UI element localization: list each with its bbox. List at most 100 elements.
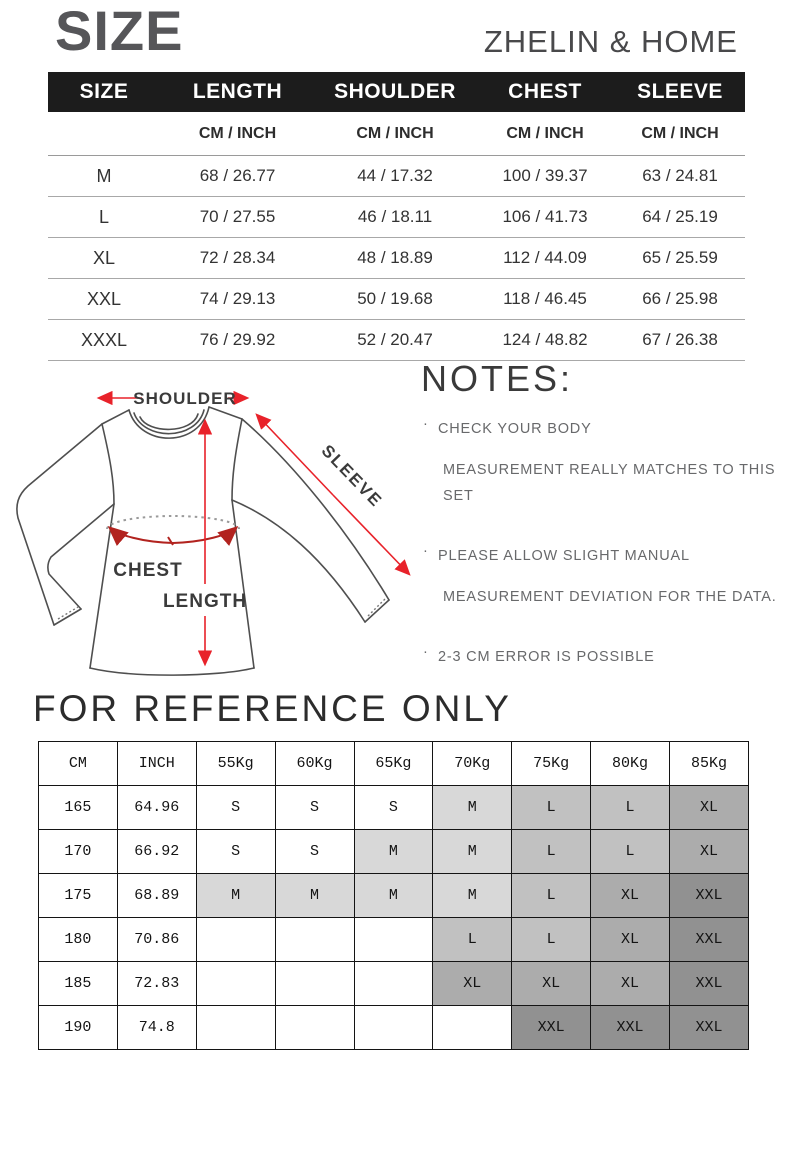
recommended-size-cell xyxy=(353,1005,434,1050)
page-title: SIZE xyxy=(55,0,184,62)
recommended-size-cell xyxy=(274,1005,355,1050)
size-table-row: M 68 / 26.77 44 / 17.32 100 / 39.37 63 / 24.… xyxy=(48,156,745,197)
recommended-size-cell xyxy=(195,1005,276,1050)
column-header-length: LENGTH xyxy=(192,80,283,103)
size-row-label: M xyxy=(96,165,112,186)
note-item: · PLEASE ALLOW SLIGHT MANUAL MEASUREMENT D… xyxy=(421,543,789,610)
measurement-value: 52 / 20.47 xyxy=(357,330,433,349)
recommended-size-cell: M xyxy=(432,873,513,918)
recommended-size-cell xyxy=(353,961,434,1006)
recommended-size-cell: XXL xyxy=(669,1005,749,1050)
measurement-value: 65 / 25.59 xyxy=(642,248,718,267)
reference-title: FOR REFERENCE ONLY xyxy=(33,688,512,729)
size-table-row: XXL 74 / 29.13 50 / 19.68 118 / 46.45 66 / 2… xyxy=(48,279,745,320)
size-table-row: XL 72 / 28.34 48 / 18.89 112 / 44.09 65 / 25… xyxy=(48,238,745,279)
measurement-value: 48 / 18.89 xyxy=(357,248,433,267)
measurement-value: 46 / 18.11 xyxy=(357,207,433,226)
height-cm-cell: 165 xyxy=(38,785,118,830)
measurement-value: 50 / 19.68 xyxy=(357,289,433,308)
measurement-value: 124 / 48.82 xyxy=(502,330,588,349)
height-cm-cell: 170 xyxy=(38,829,118,874)
size-row-label: XXL xyxy=(86,288,122,309)
column-header-shoulder: SHOULDER xyxy=(334,80,456,103)
measurement-value: 76 / 29.92 xyxy=(199,330,276,349)
note-line: PLEASE ALLOW SLIGHT MANUAL xyxy=(438,548,690,564)
recommended-size-cell: M xyxy=(353,829,434,874)
reference-row: 165 64.96 S S S M L L XL xyxy=(38,785,749,830)
measurement-value: 72 / 28.34 xyxy=(199,248,276,267)
column-header-chest: CHEST xyxy=(508,80,582,103)
size-table-header: SIZE LENGTH SHOULDER CHEST SLEEVE xyxy=(48,72,745,112)
recommended-size-cell: L xyxy=(590,829,670,874)
size-table-row: XXXL 76 / 29.92 52 / 20.47 124 / 48.82 67 / … xyxy=(48,320,745,361)
chest-arrow xyxy=(106,515,240,546)
height-inch-cell: 70.86 xyxy=(116,917,197,962)
note-line: MEASUREMENT REALLY MATCHES TO THIS SET xyxy=(443,462,776,504)
recommended-size-cell: L xyxy=(511,873,592,918)
measurement-value: 74 / 29.13 xyxy=(199,289,276,308)
height-cm-cell: 190 xyxy=(38,1005,118,1050)
recommended-size-cell: S xyxy=(195,785,276,830)
notes-title: NOTES: xyxy=(421,358,574,399)
recommended-size-cell: XL xyxy=(669,829,749,874)
size-row-label: L xyxy=(98,206,109,227)
note-line: CHECK YOUR BODY xyxy=(438,421,592,437)
note-item: · CHECK YOUR BODY MEASUREMENT REALLY MATCH… xyxy=(421,416,789,509)
length-label: LENGTH xyxy=(163,591,247,612)
recommended-size-cell: L xyxy=(511,829,592,874)
recommended-size-cell: L xyxy=(511,917,592,962)
measurement-value: 112 / 44.09 xyxy=(503,248,587,267)
height-inch-cell: 64.96 xyxy=(116,785,197,830)
unit-label: CM / INCH xyxy=(641,124,719,142)
reference-column-header: INCH xyxy=(116,741,197,786)
recommended-size-cell: XXL xyxy=(511,1005,592,1050)
note-line: 2-3 CM ERROR IS POSSIBLE xyxy=(438,649,655,665)
recommended-size-cell xyxy=(274,961,355,1006)
bullet-icon: · xyxy=(423,644,429,660)
recommended-size-cell: XL xyxy=(590,873,670,918)
notes-section: NOTES: · CHECK YOUR BODY MEASUREMENT REALL… xyxy=(421,358,789,704)
reference-row: 170 66.92 S S M M L L XL xyxy=(38,829,749,874)
recommended-size-cell: M xyxy=(432,829,513,874)
recommended-size-cell: M xyxy=(353,873,434,918)
size-table-body: M 68 / 26.77 44 / 17.32 100 / 39.37 63 / 24.… xyxy=(48,156,745,361)
reference-column-header: 55Kg xyxy=(195,741,276,786)
note-item: · 2-3 CM ERROR IS POSSIBLE xyxy=(421,644,789,670)
measurement-value: 64 / 25.19 xyxy=(642,207,718,226)
recommended-size-cell: XL xyxy=(432,961,513,1006)
reference-column-header: 65Kg xyxy=(353,741,434,786)
brand-name: ZHELIN & HOME xyxy=(483,24,738,59)
reference-column-header: 70Kg xyxy=(432,741,513,786)
recommended-size-cell: M xyxy=(432,785,513,830)
shoulder-label: SHOULDER xyxy=(133,389,236,408)
reference-table-body: 165 64.96 S S S M L L XL 170 66.92 S S M M L L XL 175 68.89… xyxy=(38,785,749,1050)
reference-column-header: 80Kg xyxy=(590,741,670,786)
notes-list: · CHECK YOUR BODY MEASUREMENT REALLY MATCH… xyxy=(421,416,789,670)
recommended-size-cell: M xyxy=(195,873,276,918)
note-line: MEASUREMENT DEVIATION FOR THE DATA. xyxy=(443,589,777,605)
height-inch-cell: 74.8 xyxy=(116,1005,197,1050)
recommended-size-cell xyxy=(274,917,355,962)
recommended-size-cell: XXL xyxy=(669,961,749,1006)
recommended-size-cell: M xyxy=(274,873,355,918)
reference-header-row: CM INCH 55Kg 60Kg 65Kg 70Kg 75Kg 80Kg 85Kg xyxy=(38,741,749,786)
tshirt-measurement-diagram: SHOULDER SLEEVE CHEST LENGTH xyxy=(16,389,411,676)
recommended-size-cell: L xyxy=(432,917,513,962)
recommended-size-cell: L xyxy=(590,785,670,830)
size-table-row: L 70 / 27.55 46 / 18.11 106 / 41.73 64 / 25.… xyxy=(48,197,745,238)
bullet-icon: · xyxy=(423,543,429,559)
recommended-size-cell: XL xyxy=(590,917,670,962)
height-inch-cell: 72.83 xyxy=(116,961,197,1006)
measurement-value: 118 / 46.45 xyxy=(503,289,587,308)
reference-column-header: 75Kg xyxy=(511,741,592,786)
recommended-size-cell xyxy=(353,917,434,962)
measurement-value: 70 / 27.55 xyxy=(199,207,276,226)
reference-column-header: 60Kg xyxy=(274,741,355,786)
reference-column-header: CM xyxy=(38,741,118,786)
recommended-size-cell xyxy=(432,1005,513,1050)
reference-column-header: 85Kg xyxy=(669,741,749,786)
column-header-size: SIZE xyxy=(79,80,129,103)
recommended-size-cell: S xyxy=(195,829,276,874)
recommended-size-cell: XL xyxy=(590,961,670,1006)
